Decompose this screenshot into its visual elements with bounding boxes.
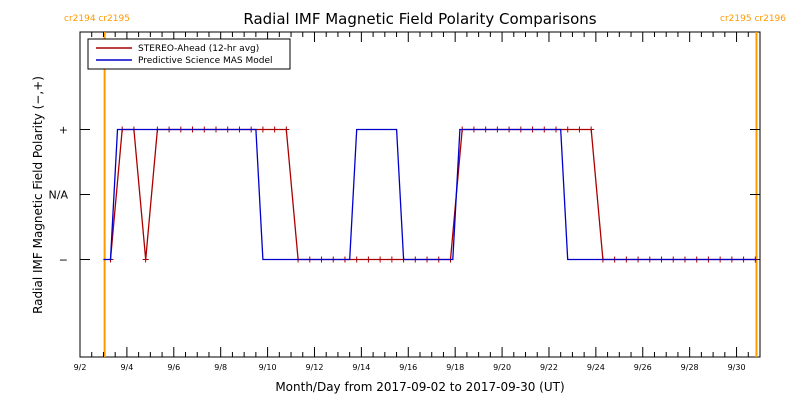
y-axis-ticks: + N/A − [49,124,760,267]
y-tick-label: N/A [49,189,69,202]
plot-frame [79,31,761,358]
x-tick-label: 9/4 [120,363,133,372]
x-tick-label: 9/20 [493,363,511,372]
x-tick-label: 9/10 [259,363,277,372]
x-tick-label: 9/6 [167,363,180,372]
x-tick-label: 9/28 [681,363,699,372]
x-tick-label: 9/14 [352,363,370,372]
x-tick-label: 9/16 [399,363,417,372]
carrington-label: cr2195 cr2196 [720,14,786,24]
x-axis-label: Month/Day from 2017-09-02 to 2017-09-30 … [275,380,564,394]
x-axis-ticks: 9/2 9/4 9/6 9/8 9/10 9/12 9/14 9/16 9/18 9/20 9/22… [74,32,761,372]
data-point [142,256,149,263]
data-point [576,126,583,133]
y-tick-label: − [59,254,68,267]
data-point [283,126,290,133]
y-axis-label: Radial IMF Magnetic Field Polarity (−,+) [31,76,45,314]
legend-label-stereo: STEREO-Ahead (12-hr avg) [138,44,259,54]
data-point [271,126,278,133]
legend: STEREO-Ahead (12-hr avg) Predictive Scie… [87,38,291,70]
series-layer [103,126,759,263]
data-point [353,256,360,263]
carrington-label: cr2194 cr2195 [64,14,130,24]
legend-label-mas: Predictive Science MAS Model [138,56,273,66]
data-point [588,126,595,133]
y-tick-label: + [59,124,68,137]
x-tick-label: 9/26 [634,363,652,372]
legend-box [87,38,291,70]
x-tick-label: 9/18 [446,363,464,372]
chart-title: Radial IMF Magnetic Field Polarity Compa… [243,10,596,28]
data-point [259,126,266,133]
x-tick-label: 9/12 [305,363,323,372]
data-point [564,126,571,133]
x-tick-label: 9/8 [214,363,227,372]
x-tick-label: 9/30 [728,363,746,372]
x-tick-label: 9/24 [587,363,605,372]
x-tick-label: 9/2 [74,363,87,372]
x-tick-label: 9/22 [540,363,558,372]
data-point [365,256,372,263]
series-line-1 [103,128,757,261]
data-point [388,256,395,263]
data-point [377,256,384,263]
series-line-0 [109,128,756,261]
